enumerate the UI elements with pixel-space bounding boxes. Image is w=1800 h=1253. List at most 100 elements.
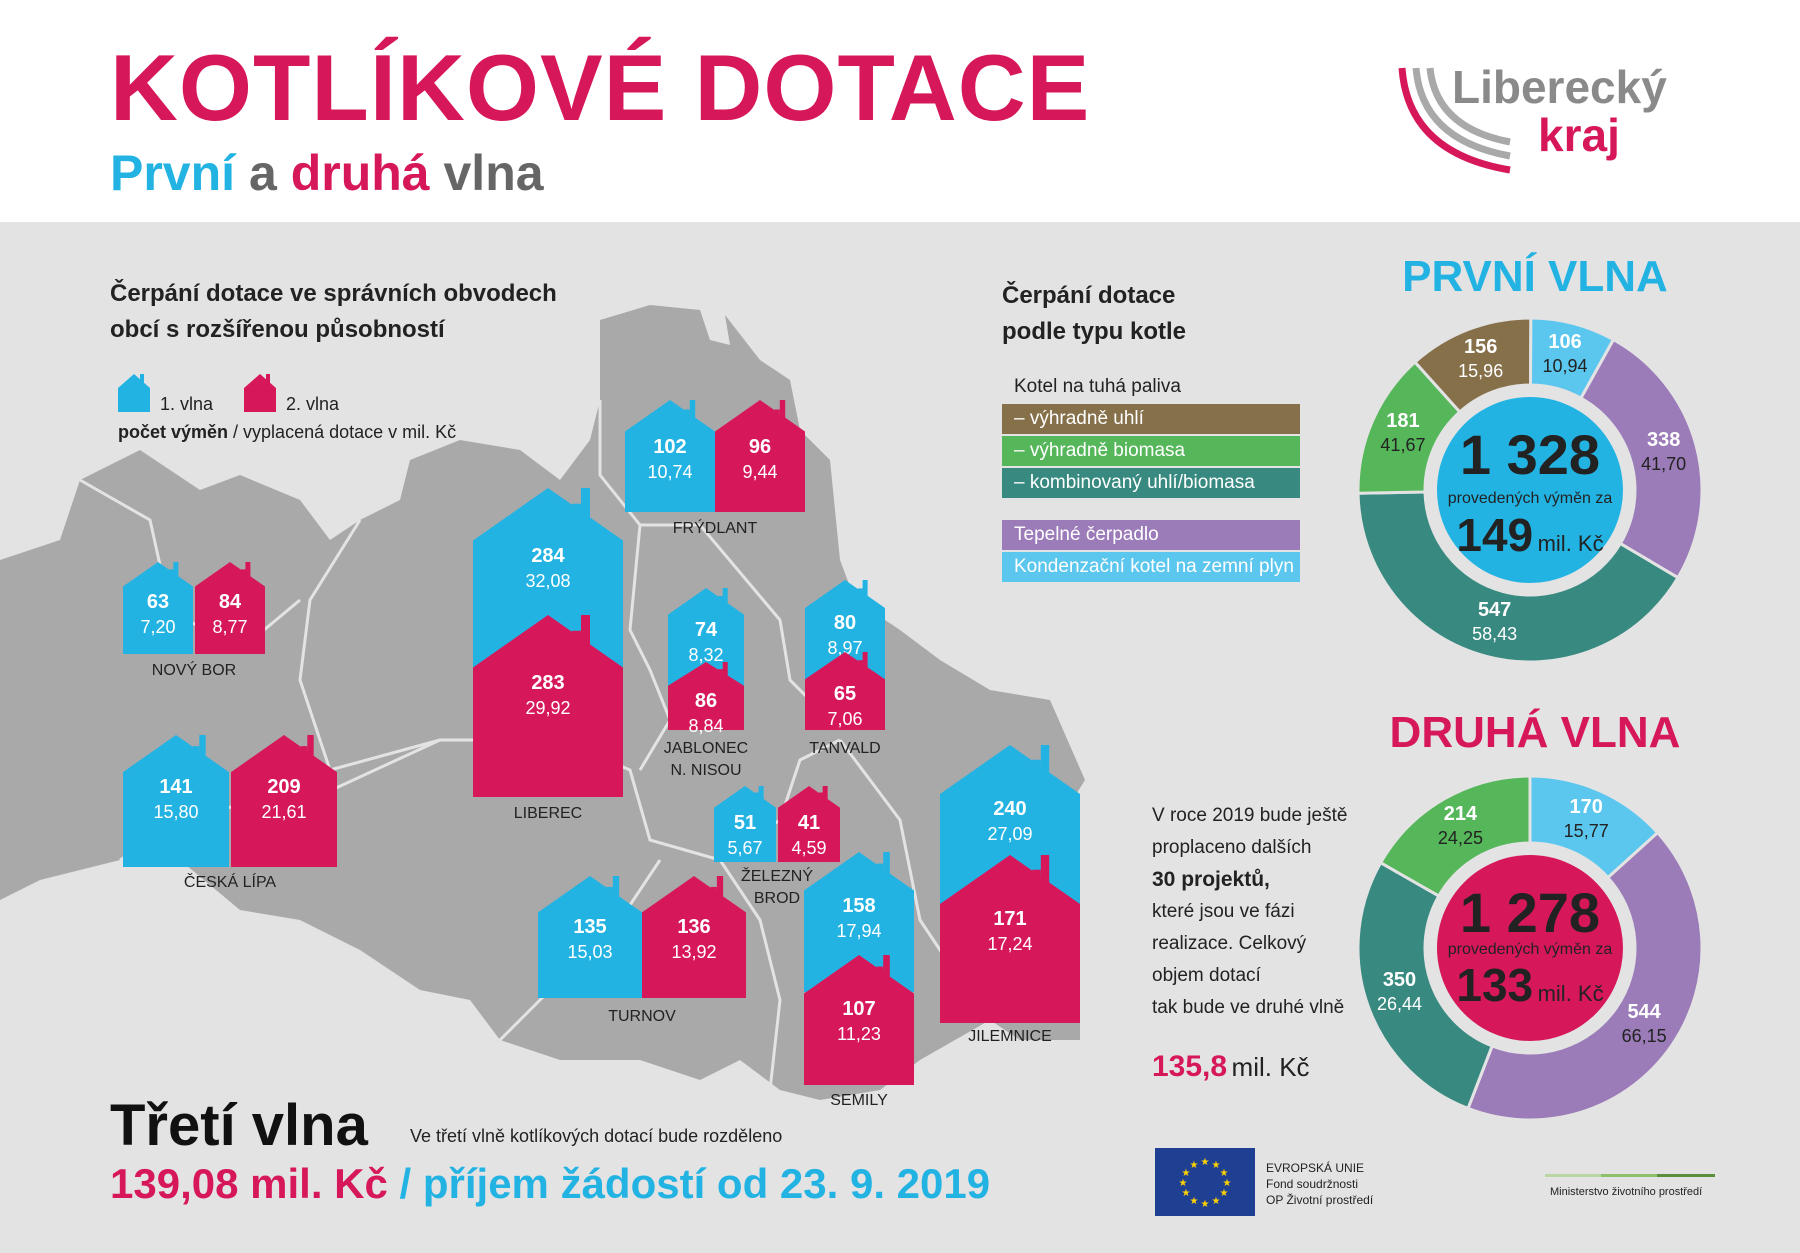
- district-value: 10,74: [647, 461, 693, 482]
- district-name-line1: FRÝDLANT: [672, 520, 758, 537]
- district-name: FRÝDLANT: [625, 518, 805, 540]
- legend-coal: – výhradně uhlí: [1002, 404, 1300, 434]
- district-name-line1: TANVALD: [809, 740, 881, 757]
- district-value: 7,20: [140, 616, 176, 637]
- district-value: 17,24: [987, 934, 1033, 954]
- wave1-amount: 149 mil. Kč: [1430, 508, 1630, 562]
- district-house-w2: 209 21,61: [231, 735, 337, 867]
- legend-note-rest: / vyplacená dotace v mil. Kč: [228, 422, 457, 442]
- wave1-heading: PRVNÍ VLNA: [1402, 252, 1668, 301]
- segment-value: 41,67: [1380, 434, 1426, 455]
- district-value: 32,08: [525, 570, 571, 591]
- segment-value: 58,43: [1472, 623, 1518, 644]
- district-value: 11,23: [837, 1023, 881, 1044]
- district-value: 5,67: [727, 837, 763, 858]
- wave1-segment-2: [1578, 337, 1704, 580]
- legend-heat-pump: Tepelné čerpadlo: [1002, 520, 1300, 550]
- ministry-text: Ministerstvo životního prostředí: [1550, 1186, 1703, 1198]
- segment-count: 170: [1569, 796, 1603, 819]
- district-name: ŽELEZNÝ BROD: [714, 866, 840, 910]
- subtitle-second: druhá: [290, 145, 430, 201]
- district-house-w2: 41 4,59: [778, 786, 840, 862]
- svg-text:★: ★: [1201, 1199, 1210, 1210]
- district-house-w1: 63 7,20: [123, 562, 193, 654]
- district-value: 29,92: [525, 697, 571, 718]
- district-name-line1: LIBEREC: [513, 805, 583, 822]
- boiler-heading-line2: podle typu kotle: [1002, 318, 1187, 345]
- district-count: 158: [842, 894, 876, 917]
- svg-text:★: ★: [1190, 1160, 1199, 1171]
- district-house-w1: 141 15,80: [123, 735, 229, 867]
- legend-wave2-label: 2. vlna: [286, 394, 340, 414]
- wave2-heading: DRUHÁ VLNA: [1389, 708, 1681, 757]
- district-name-line1: JILEMNICE: [968, 1028, 1052, 1045]
- segment-value: 24,25: [1437, 828, 1483, 849]
- district-house-w2: 136 13,92: [642, 876, 746, 998]
- district-count: 135: [573, 916, 607, 939]
- svg-text:★: ★: [1201, 1157, 1210, 1168]
- eu-line2: Fond soudržnosti: [1266, 1177, 1359, 1191]
- segment-count: 106: [1548, 331, 1582, 353]
- wave1-segment-4: [1356, 360, 1462, 495]
- svg-text:★: ★: [1220, 1188, 1229, 1199]
- svg-text:★: ★: [1182, 1168, 1191, 1179]
- district-name: NOVÝ BOR: [123, 660, 265, 682]
- wave2-segment-3: [1378, 774, 1532, 898]
- boiler-group-label: Kotel na tuhá paliva: [1014, 376, 1181, 397]
- district-count: 80: [833, 612, 857, 634]
- logo-arcs-icon: [1398, 67, 1511, 174]
- district-name-line1: TURNOV: [608, 1008, 676, 1025]
- district-count: 96: [748, 435, 772, 458]
- wave1-segment-label: 156 15,96: [1441, 335, 1521, 383]
- district-count: 86: [694, 689, 718, 712]
- district-house-w2: 84 8,77: [195, 562, 265, 654]
- district-name-line2: N. NISOU: [670, 762, 742, 779]
- district-value: 8,32: [688, 644, 724, 665]
- svg-text:★: ★: [1220, 1168, 1229, 1179]
- district-name-line1: NOVÝ BOR: [151, 662, 237, 679]
- segment-value: 26,44: [1376, 994, 1423, 1015]
- district-value: 8,84: [688, 715, 724, 736]
- wave1-segment-label: 181 41,67: [1363, 409, 1443, 457]
- district-value: 15,03: [567, 942, 613, 963]
- wave1-donut-chart: [1356, 316, 1704, 664]
- wave2-segment-2: [1356, 860, 1495, 1111]
- wave1-total: 1 328: [1459, 423, 1601, 486]
- svg-text:★: ★: [1212, 1160, 1221, 1171]
- eu-flag: ★ ★ ★ ★ ★ ★ ★ ★ ★ ★ ★ ★: [1155, 1148, 1255, 1216]
- logo-text-2: kraj: [1538, 109, 1620, 161]
- district-name: JILEMNICE: [940, 1026, 1080, 1048]
- district-house-w2: 65 7,06: [805, 652, 885, 730]
- district-value: 15,80: [153, 802, 199, 823]
- wave2-total: 1 278: [1459, 881, 1601, 944]
- wave2-donut-chart: [1356, 774, 1704, 1122]
- district-house-w1: 102 10,74: [625, 400, 715, 512]
- district-value: 13,92: [671, 942, 717, 963]
- wave1-segment-label: 547 58,43: [1455, 598, 1535, 646]
- svg-text:★: ★: [1212, 1196, 1221, 1207]
- segment-value: 41,70: [1641, 453, 1687, 474]
- wave2-segment-1: [1466, 830, 1704, 1122]
- wave1-center-circle: [1437, 397, 1623, 583]
- note-line5: realizace. Celkový: [1152, 933, 1307, 954]
- district-count: 41: [797, 811, 821, 834]
- district-count: 102: [653, 435, 687, 458]
- segment-value: 15,77: [1563, 821, 1609, 842]
- segment-count: 181: [1386, 409, 1420, 432]
- wave2-segment-label: 544 66,15: [1604, 1000, 1684, 1048]
- wave2-note: V roce 2019 bude ještě proplaceno dalšíc…: [1152, 800, 1347, 1024]
- district-name: TANVALD: [790, 738, 900, 760]
- svg-text:★: ★: [1179, 1178, 1188, 1189]
- eu-line3: OP Životní prostředí: [1266, 1193, 1374, 1207]
- note-line7: tak bude ve druhé vlně: [1152, 997, 1345, 1018]
- district-name: TURNOV: [538, 1006, 746, 1028]
- district-count: 51: [733, 811, 757, 834]
- district-value: 27,09: [987, 824, 1033, 844]
- legend-combined: – kombinovaný uhlí/biomasa: [1002, 468, 1300, 498]
- district-count: 84: [218, 590, 242, 613]
- legend-note-bold: počet výměn: [118, 422, 229, 442]
- district-value: 7,06: [827, 709, 863, 730]
- third-wave-separator: /: [387, 1160, 423, 1207]
- note-line6: objem dotací: [1152, 965, 1261, 986]
- eu-stars-icon: ★ ★★★ ★★★★ ★★★★: [1179, 1157, 1232, 1210]
